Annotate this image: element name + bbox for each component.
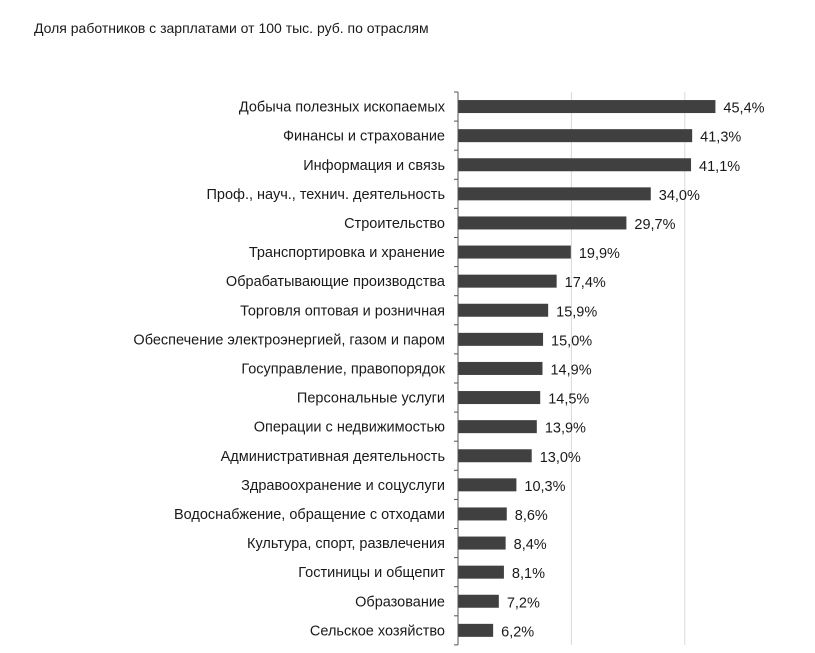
bar: [458, 216, 627, 230]
bar: [458, 449, 532, 463]
category-label: Проф., науч., технич. деятельность: [206, 187, 445, 203]
bar: [458, 100, 716, 114]
category-label: Добыча полезных ископаемых: [239, 100, 446, 116]
bar: [458, 332, 544, 346]
value-label: 13,9%: [545, 421, 586, 437]
chart-title: Доля работников с зарплатами от 100 тыс.…: [34, 20, 429, 36]
value-label: 6,2%: [501, 624, 534, 640]
bar: [458, 129, 693, 143]
value-label: 17,4%: [565, 275, 606, 291]
category-label: Строительство: [344, 216, 445, 232]
category-label: Водоснабжение, обращение с отходами: [174, 507, 445, 523]
bar: [458, 391, 541, 405]
category-label: Информация и связь: [303, 158, 445, 174]
value-label: 8,4%: [514, 537, 547, 553]
value-label: 34,0%: [659, 188, 700, 204]
value-label: 14,9%: [550, 362, 591, 378]
value-label: 41,1%: [699, 159, 740, 175]
value-label: 15,0%: [551, 333, 592, 349]
category-label: Персональные услуги: [297, 391, 445, 407]
value-label: 10,3%: [524, 479, 565, 495]
bar: [458, 623, 494, 637]
category-labels: Добыча полезных ископаемых Финансы и стра…: [133, 100, 446, 640]
value-label: 15,9%: [556, 304, 597, 320]
category-label: Обрабатывающие производства: [226, 274, 446, 290]
value-label: 29,7%: [634, 217, 675, 233]
value-label: 7,2%: [507, 595, 540, 611]
bar: [458, 361, 543, 375]
category-label: Транспортировка и хранение: [249, 245, 445, 261]
bar: [458, 536, 506, 550]
value-label: 45,4%: [723, 101, 764, 117]
bar: [458, 594, 499, 608]
category-label: Гостиницы и общепит: [298, 565, 445, 581]
bars: [454, 91, 716, 646]
bar: [458, 158, 692, 172]
bar: [458, 187, 651, 201]
value-labels: 45,4% 41,3% 41,1% 34,0% 29,7% 19,9% 17,4% 15,9%…: [501, 101, 764, 641]
bar: [458, 245, 571, 259]
value-label: 14,5%: [548, 392, 589, 408]
category-label: Административная деятельность: [221, 449, 445, 465]
bar: [458, 420, 537, 434]
category-label: Культура, спорт, развлечения: [247, 536, 445, 552]
value-label: 8,1%: [512, 566, 545, 582]
category-label: Финансы и страхование: [283, 129, 445, 145]
value-label: 41,3%: [700, 130, 741, 146]
bar: [458, 565, 504, 579]
category-label: Здравоохранение и соцуслуги: [241, 478, 445, 494]
bar: [458, 507, 507, 521]
value-label: 19,9%: [579, 246, 620, 262]
category-label: Образование: [355, 594, 445, 610]
category-label: Операции с недвижимостью: [254, 420, 445, 436]
bar: [458, 274, 557, 288]
value-label: 13,0%: [540, 450, 581, 466]
category-label: Обеспечение электроэнергией, газом и пар…: [133, 332, 445, 348]
category-label: Госуправление, правопорядок: [241, 361, 445, 377]
bar: [458, 478, 517, 492]
value-label: 8,6%: [515, 508, 548, 524]
category-label: Торговля оптовая и розничная: [240, 303, 445, 319]
bar: [458, 303, 549, 317]
category-label: Сельское хозяйство: [310, 623, 445, 639]
gridlines: [570, 92, 686, 645]
